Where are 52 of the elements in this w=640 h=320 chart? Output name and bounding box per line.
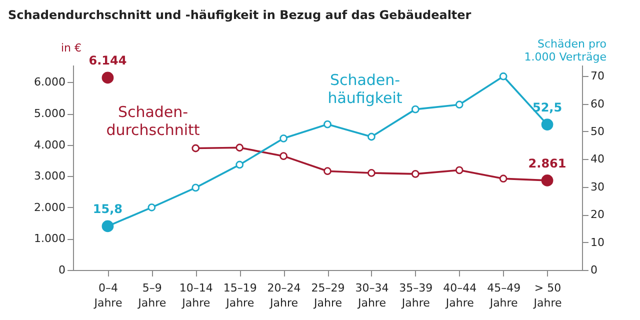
y2-tick-label: 60 <box>590 97 604 110</box>
point <box>192 184 200 192</box>
data-label: 6.144 <box>88 54 127 68</box>
y-tick-label: 0 <box>58 264 66 276</box>
y-tick-label: 5.000 <box>34 107 66 120</box>
y-tick-label: 3.000 <box>34 170 66 183</box>
y-tick-label: 6.000 <box>34 76 66 89</box>
x-tick-label: > 50 Jahre <box>532 282 562 310</box>
chart-title: Schadendurchschnitt und -häufigkeit in Bezug auf das Gebäudealter <box>8 8 472 22</box>
y2-tick-label: 0 <box>590 264 598 276</box>
x-tick-label: 25–29 Jahre <box>311 282 345 310</box>
y-tick-label: 2.000 <box>34 200 66 214</box>
y2-tick-label: 10 <box>590 236 604 249</box>
y2-tick-label: 70 <box>590 70 604 83</box>
point <box>455 166 464 174</box>
data-label: 15,8 <box>92 202 123 216</box>
point <box>236 160 244 169</box>
point <box>368 169 376 177</box>
point <box>236 144 244 152</box>
y2-tick-label: 30 <box>590 180 604 194</box>
x-tick-label: 40–44 Jahre <box>443 282 477 310</box>
point <box>324 120 332 128</box>
point <box>411 105 420 114</box>
point <box>148 203 156 212</box>
point <box>499 174 508 183</box>
point <box>368 132 376 141</box>
x-tick-label: 20–24 Jahre <box>267 282 301 310</box>
series-label: Schaden- häufigkeit <box>328 71 402 107</box>
y-tick-label: 4.000 <box>34 138 66 152</box>
point <box>455 100 464 109</box>
data-label: 2.861 <box>528 156 566 170</box>
y2-axis-title: Schäden pro 1.000 Verträge <box>524 38 607 64</box>
x-tick-label: 10–14 Jahre <box>179 282 213 310</box>
y-axis-title: in € <box>60 42 82 54</box>
y2-tick-label: 40 <box>590 152 604 166</box>
point <box>192 144 200 152</box>
x-tick-label: 45–49 Jahre <box>487 282 521 310</box>
y2-tick-label: 50 <box>590 124 604 138</box>
series-label: Schaden- durchschnitt <box>106 103 200 139</box>
point <box>280 152 288 160</box>
data-label: 52,5 <box>532 100 562 115</box>
x-tick-label: 15–19 Jahre <box>223 282 257 310</box>
y2-tick-label: 20 <box>590 208 604 222</box>
x-tick-label: 30–34 Jahre <box>355 282 389 310</box>
point <box>280 134 288 142</box>
x-tick-label: 35–39 Jahre <box>399 282 433 310</box>
point <box>411 170 420 178</box>
point <box>499 72 508 80</box>
y-tick-label: 1.000 <box>34 232 66 246</box>
x-tick-label: 5–9 Jahre <box>137 282 166 310</box>
point <box>324 167 332 176</box>
x-tick-label: 0–4 Jahre <box>93 282 122 310</box>
